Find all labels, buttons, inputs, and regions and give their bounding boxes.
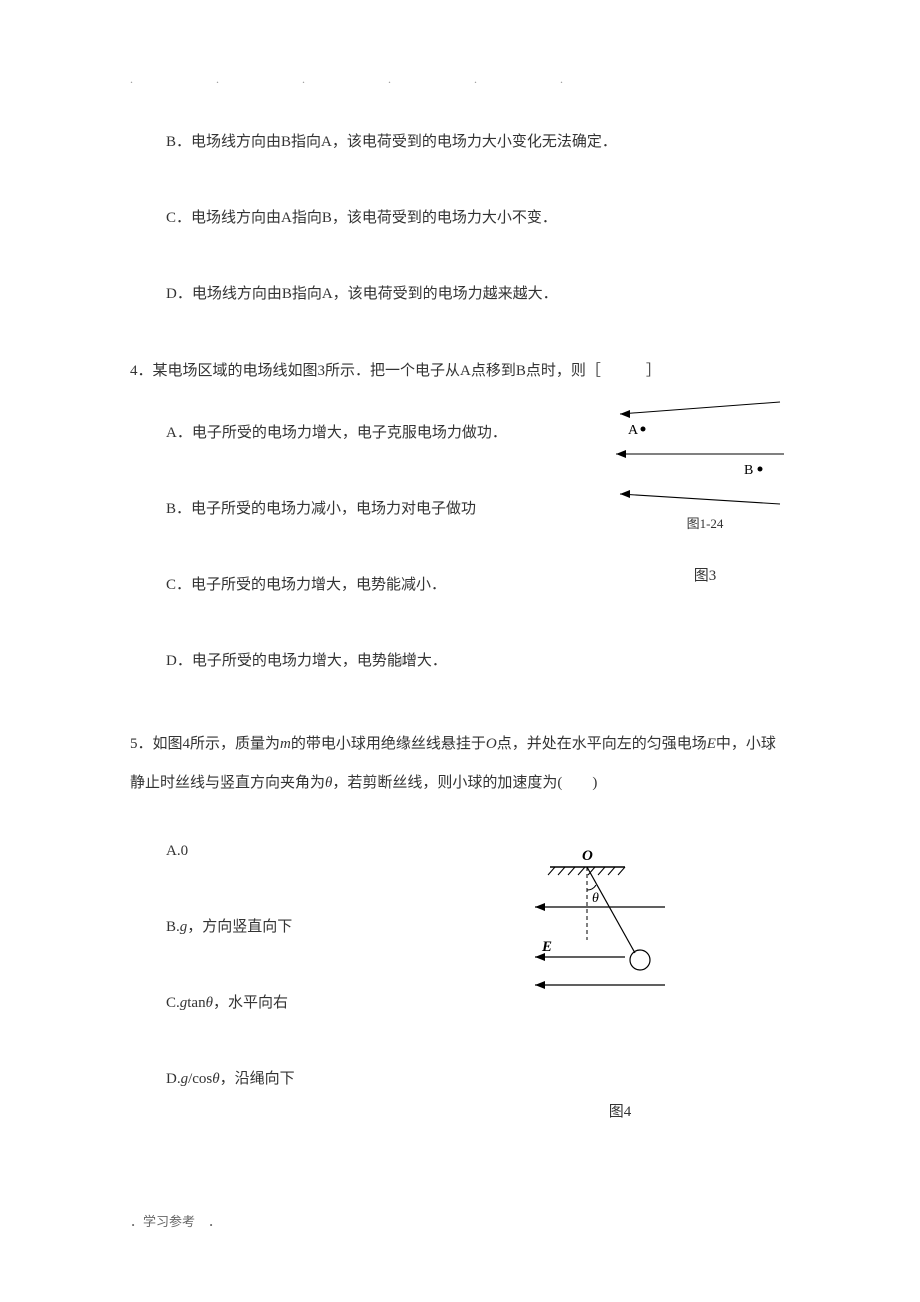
q5c-pre: C. xyxy=(166,995,180,1011)
q5-header: 5．如图4所示，质量为m的带电小球用绝缘丝线悬挂于O点，并处在水平向左的匀强电场… xyxy=(130,725,790,803)
q4-option-a: A．电子所受的电场力增大，电子克服电场力做功． xyxy=(130,421,510,445)
q5-option-c: C.gtanθ，水平向右 xyxy=(130,991,790,1015)
figure-3: A B 图1-24 图3 xyxy=(600,396,810,585)
q5c-th: θ xyxy=(206,995,213,1011)
q5b-post: ，方向竖直向下 xyxy=(187,919,292,935)
q3-option-d: D．电场线方向由B指向A，该电荷受到的电场力越来越大． xyxy=(130,282,790,306)
q5c-post: ，水平向右 xyxy=(213,995,288,1011)
q4-option-c: C．电子所受的电场力增大，电势能减小． xyxy=(130,573,510,597)
q5c-mid: tan xyxy=(187,995,205,1011)
q4-option-d: D．电子所受的电场力增大，电势能增大． xyxy=(130,649,510,673)
page-footer: ．学习参考 ． xyxy=(130,1211,221,1230)
fig4-caption: 图4 xyxy=(550,1100,690,1121)
q4-option-b: B．电子所受的电场力减小，电场力对电子做功 xyxy=(130,497,510,521)
question-4: 4．某电场区域的电场线如图3所示．把一个电子从A点移到B点时，则［ ］ A．电子… xyxy=(130,358,790,673)
fig4-svg: O θ E xyxy=(510,845,690,995)
q5-option-a: A.0 xyxy=(130,839,790,863)
q5-h-p5: ，若剪断丝线，则小球的加速度为( ) xyxy=(332,775,597,791)
q5d-g: g xyxy=(181,1071,189,1087)
fig3-caption-inner: 图1-24 xyxy=(600,513,810,532)
q4-header: 4．某电场区域的电场线如图3所示．把一个电子从A点移到B点时，则［ ］ xyxy=(130,358,790,385)
q5-h-o: O xyxy=(486,736,497,752)
page-marks: . . . . . . xyxy=(130,72,603,87)
q5-h-e: E xyxy=(707,736,716,752)
q5-option-b: B.g，方向竖直向下 xyxy=(130,915,790,939)
q5-h-p2: 的带电小球用绝缘丝线悬挂于 xyxy=(291,736,486,752)
fig4-label-o: O xyxy=(582,848,593,864)
q5d-pre: D. xyxy=(166,1071,181,1087)
fig3-svg: A B xyxy=(600,396,800,506)
q5-h-m: m xyxy=(280,736,291,752)
q3-option-b: B．电场线方向由B指向A，该电荷受到的电场力大小变化无法确定． xyxy=(130,130,790,154)
q5-h-p1: 5．如图4所示，质量为 xyxy=(130,736,280,752)
figure-4: O θ E 图4 xyxy=(510,845,690,1121)
fig4-label-theta: θ xyxy=(592,891,599,906)
q5-option-d: D.g/cosθ，沿绳向下 xyxy=(130,1067,790,1091)
q5d-th: θ xyxy=(212,1071,219,1087)
q5d-mid: /cos xyxy=(188,1071,212,1087)
q5d-post: ，沿绳向下 xyxy=(220,1071,295,1087)
fig3-caption-outer: 图3 xyxy=(600,564,810,585)
main-content: B．电场线方向由B指向A，该电荷受到的电场力大小变化无法确定． C．电场线方向由… xyxy=(130,130,790,1143)
fig3-label-b: B xyxy=(744,463,753,478)
question-5: 5．如图4所示，质量为m的带电小球用绝缘丝线悬挂于O点，并处在水平向左的匀强电场… xyxy=(130,725,790,1091)
fig3-label-a: A xyxy=(628,423,639,438)
fig4-label-e: E xyxy=(541,939,552,955)
q5b-pre: B. xyxy=(166,919,180,935)
q5-h-p3: 点，并处在水平向左的匀强电场 xyxy=(497,736,707,752)
q3-option-c: C．电场线方向由A指向B，该电荷受到的电场力大小不变． xyxy=(130,206,790,230)
